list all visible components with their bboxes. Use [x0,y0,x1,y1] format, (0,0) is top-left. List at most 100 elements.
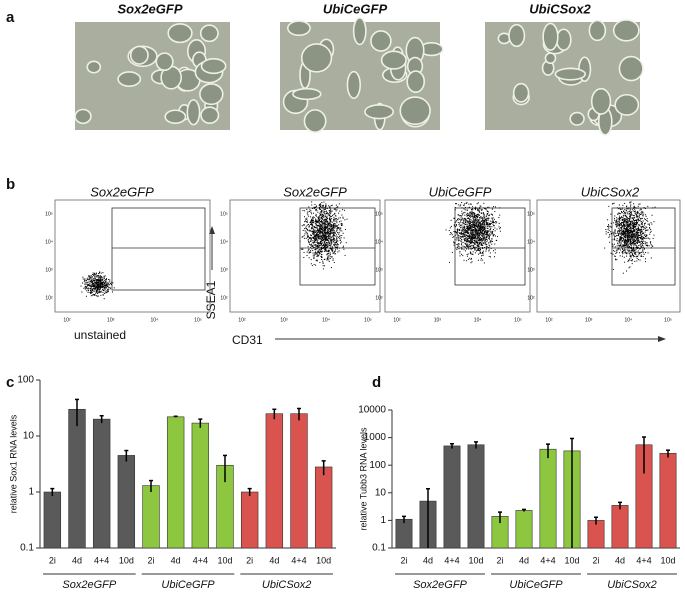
event [106,287,107,288]
event [91,282,92,283]
event [458,215,459,216]
event [465,250,466,251]
event [314,247,315,248]
event [338,228,339,229]
event [462,233,463,234]
tick-label: 10⁵ [375,211,383,217]
event [613,254,614,255]
event [649,245,650,246]
event [84,281,85,282]
event [321,243,322,244]
event [624,225,625,226]
event [92,283,93,284]
event [486,236,487,237]
event [619,224,620,225]
event [622,231,623,232]
event [626,230,627,231]
event [481,235,482,236]
event [347,219,348,220]
event [650,241,651,242]
event [332,230,333,231]
colony [400,97,430,124]
event [644,218,645,219]
event [100,292,101,293]
event [631,201,632,202]
event [629,230,630,231]
event [627,247,628,248]
gate [112,208,205,290]
event [337,240,338,241]
event [495,230,496,231]
event [81,286,82,287]
event [627,239,628,240]
event [485,239,486,240]
event [460,225,461,226]
event [480,230,481,231]
event [320,231,321,232]
event [469,246,470,247]
event [646,216,647,217]
event [314,255,315,256]
event [632,263,633,264]
event [630,204,631,205]
event [87,279,88,280]
event [463,220,464,221]
event [482,223,483,224]
event [326,219,327,220]
event [645,226,646,227]
event [623,273,624,274]
event [457,229,458,230]
event [616,259,617,260]
event [91,289,92,290]
colony [543,23,558,50]
event [327,259,328,260]
event [336,226,337,227]
event [644,238,645,239]
event [329,215,330,216]
event [468,241,469,242]
event [101,286,102,287]
bar [291,414,308,548]
event [484,221,485,222]
colony [354,18,366,45]
colony [165,110,185,123]
event [464,243,465,244]
event [646,242,647,243]
event [336,231,337,232]
event [476,247,477,248]
event [326,213,327,214]
event [645,232,646,233]
event [483,238,484,239]
colony [589,21,605,41]
event [319,213,320,214]
event [103,290,104,291]
event [477,222,478,223]
event [473,220,474,221]
event [455,232,456,233]
event [91,287,92,288]
event [642,233,643,234]
event [475,208,476,209]
event [622,248,623,249]
tick-label: 10³ [45,267,53,273]
event [478,233,479,234]
event [642,213,643,214]
event [81,292,82,293]
event [614,236,615,237]
event [331,224,332,225]
event [621,212,622,213]
event [329,221,330,222]
event [645,214,646,215]
event [624,221,625,222]
event [621,222,622,223]
event [633,249,634,250]
event [495,236,496,237]
event [624,227,625,228]
colony [201,107,218,123]
event [476,241,477,242]
event [108,283,109,284]
event [641,209,642,210]
event [331,240,332,241]
event [475,228,476,229]
event [484,228,485,229]
